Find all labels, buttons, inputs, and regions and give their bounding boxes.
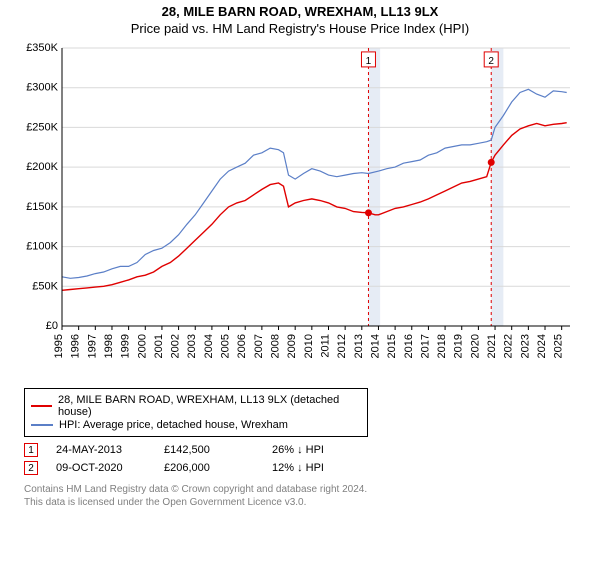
legend-label: 28, MILE BARN ROAD, WREXHAM, LL13 9LX (d… (58, 394, 361, 418)
svg-text:£100K: £100K (26, 241, 58, 253)
chart-svg: £0 £50K £100K £150K £200K £250K £300K £350K 1995… (20, 42, 580, 382)
svg-text:2018: 2018 (436, 334, 448, 358)
svg-text:2005: 2005 (220, 334, 232, 358)
svg-text:1998: 1998 (103, 334, 115, 358)
legend-swatch (31, 405, 52, 407)
svg-text:2003: 2003 (186, 334, 198, 358)
svg-text:£300K: £300K (26, 82, 58, 94)
svg-text:2: 2 (488, 56, 494, 67)
sale-delta: 26% ↓ HPI (272, 444, 362, 456)
page-subtitle: Price paid vs. HM Land Registry's House … (0, 21, 600, 36)
svg-text:2025: 2025 (553, 334, 565, 358)
svg-text:£0: £0 (46, 320, 58, 332)
svg-text:£250K: £250K (26, 121, 58, 133)
sale-price: £206,000 (164, 462, 254, 474)
svg-text:2017: 2017 (419, 334, 431, 358)
footer-line-2: This data is licensed under the Open Gov… (24, 496, 580, 509)
sale-delta: 12% ↓ HPI (272, 462, 362, 474)
sale-events: 1 24-MAY-2013 £142,500 26% ↓ HPI 2 09-OCT-202… (24, 443, 580, 475)
legend: 28, MILE BARN ROAD, WREXHAM, LL13 9LX (d… (24, 388, 368, 437)
svg-text:2014: 2014 (369, 334, 381, 358)
legend-item: 28, MILE BARN ROAD, WREXHAM, LL13 9LX (d… (31, 394, 361, 418)
sale-date: 09-OCT-2020 (56, 462, 146, 474)
legend-label: HPI: Average price, detached house, Wrex… (59, 419, 288, 431)
svg-text:2006: 2006 (236, 334, 248, 358)
svg-text:£350K: £350K (26, 42, 58, 54)
svg-text:2000: 2000 (136, 334, 148, 358)
sale-row: 1 24-MAY-2013 £142,500 26% ↓ HPI (24, 443, 580, 457)
svg-text:2008: 2008 (270, 334, 282, 358)
svg-text:1995: 1995 (53, 334, 65, 358)
svg-text:1: 1 (366, 56, 372, 67)
legend-swatch (31, 424, 53, 426)
attribution-footer: Contains HM Land Registry data © Crown c… (24, 483, 580, 509)
svg-text:£150K: £150K (26, 201, 58, 213)
svg-text:1999: 1999 (120, 334, 132, 358)
legend-item: HPI: Average price, detached house, Wrex… (31, 419, 361, 431)
svg-text:2022: 2022 (503, 334, 515, 358)
svg-text:2011: 2011 (319, 334, 331, 358)
svg-text:1996: 1996 (70, 334, 82, 358)
svg-text:2016: 2016 (403, 334, 415, 358)
price-chart: £0 £50K £100K £150K £200K £250K £300K £350K 1995… (20, 42, 580, 382)
sale-price: £142,500 (164, 444, 254, 456)
svg-text:2002: 2002 (170, 334, 182, 358)
svg-text:2019: 2019 (453, 334, 465, 358)
svg-text:1997: 1997 (86, 334, 98, 358)
svg-text:£200K: £200K (26, 161, 58, 173)
svg-text:2007: 2007 (253, 334, 265, 358)
footer-line-1: Contains HM Land Registry data © Crown c… (24, 483, 580, 496)
svg-text:2004: 2004 (203, 334, 215, 358)
svg-text:2012: 2012 (336, 334, 348, 358)
svg-text:2010: 2010 (303, 334, 315, 358)
sale-marker: 2 (24, 461, 38, 475)
svg-text:2023: 2023 (519, 334, 531, 358)
svg-text:2015: 2015 (386, 334, 398, 358)
svg-text:2024: 2024 (536, 334, 548, 358)
sale-marker: 1 (24, 443, 38, 457)
svg-text:2020: 2020 (469, 334, 481, 358)
svg-text:2013: 2013 (353, 334, 365, 358)
sale-row: 2 09-OCT-2020 £206,000 12% ↓ HPI (24, 461, 580, 475)
sale-date: 24-MAY-2013 (56, 444, 146, 456)
svg-text:2001: 2001 (153, 334, 165, 358)
svg-text:2009: 2009 (286, 334, 298, 358)
page-title: 28, MILE BARN ROAD, WREXHAM, LL13 9LX (0, 4, 600, 19)
svg-text:2021: 2021 (486, 334, 498, 358)
svg-text:£50K: £50K (32, 280, 58, 292)
